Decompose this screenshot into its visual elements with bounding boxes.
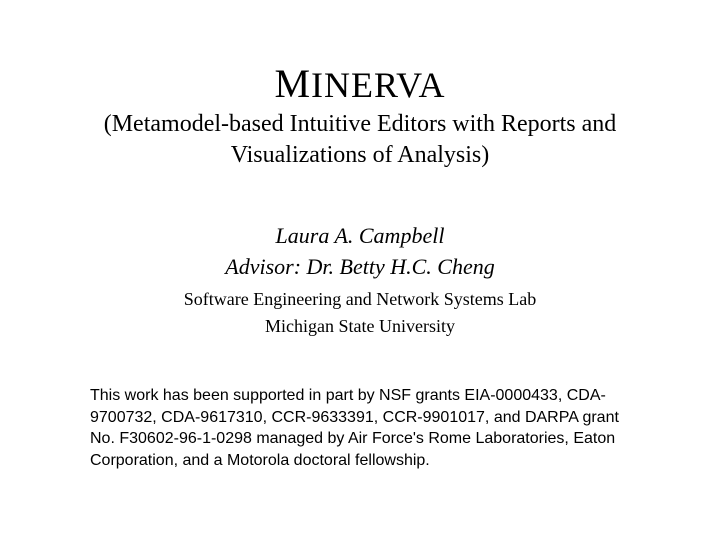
slide-title: MINERVA: [50, 60, 670, 107]
title-first-letter: M: [274, 61, 311, 106]
slide-container: MINERVA (Metamodel-based Intuitive Edito…: [0, 0, 720, 540]
title-block: MINERVA (Metamodel-based Intuitive Edito…: [50, 60, 670, 171]
lab-line: Software Engineering and Network Systems…: [50, 286, 670, 313]
author-name: Laura A. Campbell: [50, 221, 670, 252]
advisor-line: Advisor: Dr. Betty H.C. Cheng: [50, 252, 670, 283]
slide-subtitle: (Metamodel-based Intuitive Editors with …: [50, 109, 670, 171]
university-line: Michigan State University: [50, 313, 670, 340]
author-block: Laura A. Campbell Advisor: Dr. Betty H.C…: [50, 221, 670, 340]
title-rest: INERVA: [311, 65, 445, 105]
funding-text: This work has been supported in part by …: [50, 385, 670, 471]
